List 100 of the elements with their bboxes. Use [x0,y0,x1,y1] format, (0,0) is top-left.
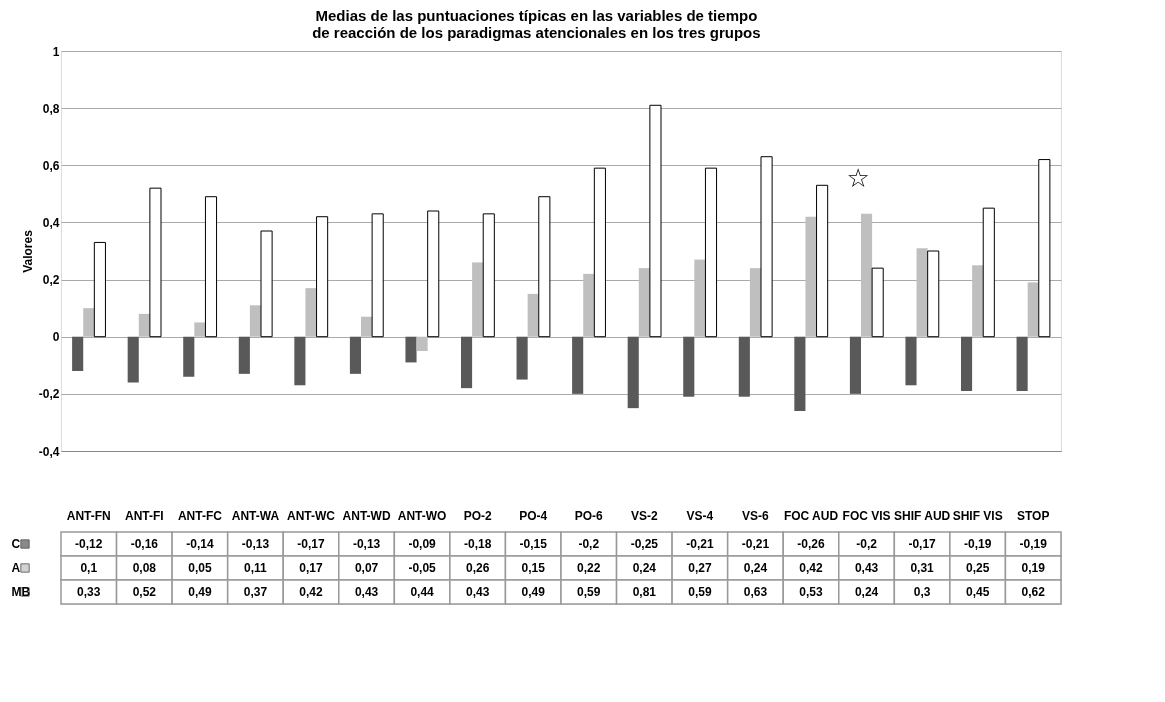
bar [93,241,106,338]
data-label: 0,37 [243,585,268,599]
data-label: -0,21 [741,537,770,551]
bar [816,184,829,338]
bar [527,293,539,337]
data-label: 0,59 [688,585,712,599]
data-label: 0,33 [77,585,101,599]
data-label: 0,43 [465,585,490,599]
x-tick-label: ANT-WD [342,508,391,523]
data-label: -0,12 [75,537,103,551]
bar [183,336,195,377]
data-label: 0,63 [743,585,768,599]
data-label: 0,11 [244,561,268,575]
x-tick-label: SHIF VIS [952,508,1003,523]
bar [538,196,551,338]
x-tick-label: ANT-WA [231,508,280,523]
data-label: 0,07 [354,561,379,575]
data-label: 0,24 [854,585,879,599]
bar [249,305,261,337]
bar [760,156,773,338]
data-label: -0,15 [519,537,548,551]
bar [516,336,528,380]
data-label: 0,3 [913,585,931,599]
data-label: -0,17 [908,537,937,551]
bar [204,196,218,338]
bar [704,167,718,338]
x-tick-label: PO-2 [463,508,492,523]
x-tick-label: FOC VIS [842,508,891,523]
y-tick-label: 0,6 [42,158,60,173]
bar [1038,159,1051,338]
data-label: 0,1 [80,561,98,575]
bar [83,308,95,337]
bar [294,336,306,386]
x-tick-label: PO-6 [574,508,604,523]
bar [972,265,984,337]
bar [138,313,150,337]
data-label: 0,31 [910,561,935,575]
bar [905,336,917,386]
bar [72,336,84,371]
y-tick-label: 0,4 [42,215,60,230]
bar [371,213,384,338]
bar [1027,282,1039,337]
data-label: 0,27 [688,561,712,575]
data-label: 0,59 [577,585,601,599]
bar [916,248,928,337]
x-tick-label: VS-6 [742,508,770,523]
bar [805,216,817,337]
bar [194,322,206,337]
x-tick-label: ANT-FN [66,508,111,523]
bar [260,230,273,338]
y-tick-label: 0 [52,330,60,345]
bar [416,336,428,351]
bar [127,336,139,383]
chart-title: Medias de las puntuaciones típicas en las variables de tiempo de reacción de los paradigmas atencionales en los tres grupos [312,6,761,41]
bar [572,336,584,394]
data-label: 0,62 [1021,585,1046,599]
bar [627,336,639,409]
bar [1016,336,1028,391]
x-tick-label: VS-2 [630,508,658,523]
data-label: 0,24 [632,561,657,575]
bar [849,336,861,394]
bar [738,336,750,397]
data-label: 0,42 [799,561,823,575]
data-label: -0,2 [856,537,878,551]
data-label: 0,81 [632,585,657,599]
data-label: 0,49 [188,585,212,599]
bar [305,288,317,337]
data-label: 0,52 [132,585,157,599]
data-label: -0,14 [186,537,214,551]
data-label: 0,22 [577,561,601,575]
x-tick-label: SHIF AUD [893,508,951,523]
bar [405,336,417,363]
data-label: -0,19 [963,537,992,551]
bar [316,216,329,338]
data-label: 0,44 [410,585,435,599]
bar [583,273,595,337]
data-label: 0,26 [465,561,490,575]
data-label: 0,15 [521,561,546,575]
data-label: 0,53 [799,585,823,599]
bar [861,213,873,337]
data-label: -0,13 [352,537,381,551]
data-label: 0,49 [521,585,546,599]
bar [593,167,606,338]
data-label: -0,17 [297,537,325,551]
data-label: -0,26 [797,537,825,551]
bar [649,104,662,338]
x-tick-label: STOP [1016,508,1050,523]
data-label: 0,17 [299,561,323,575]
bar [361,316,373,337]
bar [749,268,761,337]
y-tick-label: -0,4 [38,444,60,459]
y-axis-title: Valores [20,229,35,273]
annotation: ☆ [846,163,870,193]
data-label: 0,05 [188,561,212,575]
data-label: 0,43 [854,561,879,575]
data-label: 0,42 [299,585,323,599]
text: MB [11,585,31,599]
data-label: 0,19 [1021,561,1046,575]
bar [638,268,650,337]
x-tick-label: PO-4 [519,508,548,523]
